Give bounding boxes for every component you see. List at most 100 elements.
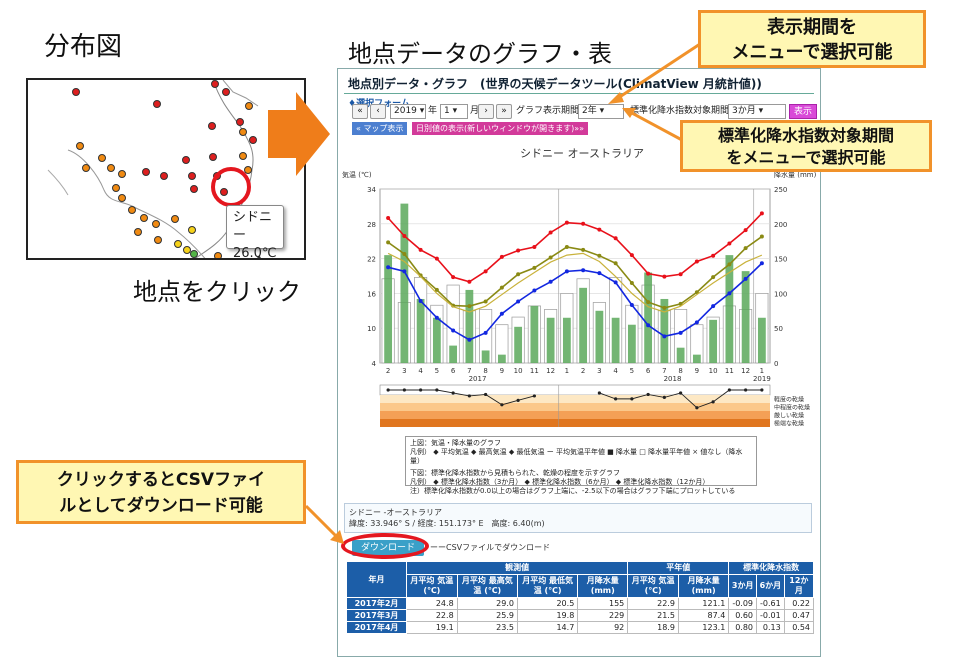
series-point (402, 233, 407, 238)
series-point (646, 300, 651, 305)
series-point (629, 303, 634, 307)
series-point (711, 275, 716, 280)
year-month-header: 年月 (346, 561, 407, 598)
series-point (402, 251, 407, 256)
precip-bar (514, 326, 523, 363)
pointer-hand-icon (257, 256, 261, 258)
left-tick-label: 16 (367, 290, 376, 298)
map-view-button[interactable]: « マップ表示 (352, 122, 408, 135)
x-tick-label: 11 (725, 367, 734, 375)
precip-bar (741, 271, 750, 363)
x-tick-label: 9 (500, 367, 504, 375)
precip-bar (432, 317, 441, 363)
right-axis-label: 降水量 (mm) (774, 170, 817, 179)
series-point (467, 337, 472, 342)
period-callout: 表示期間を メニューで選択可能 (698, 10, 926, 68)
col-header: 月平均 気温 (℃) (406, 574, 458, 598)
period-callout-line2: メニューで選択可能 (731, 42, 893, 63)
precip-bar (692, 354, 701, 363)
x-tick-label: 4 (613, 367, 618, 375)
spi-select[interactable]: 3か月 ▾ (728, 104, 786, 119)
series-point (759, 211, 764, 216)
series-point (727, 262, 732, 267)
x-tick-label: 2 (581, 367, 585, 375)
series-point (646, 271, 651, 276)
series-point (532, 245, 537, 249)
series-point (613, 236, 618, 241)
series-point (581, 247, 586, 252)
station-data-panel: 地点別データ・グラフ (世界の天候データツール(ClimatView 月統計値)… (337, 68, 821, 657)
series-point (548, 279, 553, 284)
series-point (451, 328, 456, 333)
precip-bar (530, 305, 539, 363)
drought-level-label: 極端な乾燥 (774, 419, 804, 427)
year-select-value: 2019 (394, 106, 417, 116)
legend-line-1: 上図：気温・降水量のグラフ (410, 439, 501, 447)
period-select-value: 2年 (582, 106, 597, 116)
csv-callout-line2: ルとしてダウンロード可能 (59, 496, 263, 516)
month-unit: 月 (470, 106, 480, 116)
table-cell: 123.1 (677, 621, 730, 634)
series-point (613, 280, 618, 285)
precip-bar (611, 317, 620, 363)
series-point (483, 269, 488, 274)
show-button[interactable]: 表示 (789, 104, 818, 119)
data-table: 年月 観測値 平年値 標準化降水指数 月平均 気温 (℃) 月平均 最高気温 (… (346, 561, 815, 634)
click-caption: 地点をクリック (133, 278, 301, 306)
download-note: ーーCSVファイルでダウンロード (430, 543, 551, 552)
observed-header: 観測値 (405, 561, 629, 575)
distribution-map[interactable] (26, 78, 306, 260)
table-cell: 23.5 (456, 621, 518, 634)
precip-bar (481, 350, 490, 363)
year-unit: 年 (428, 106, 438, 116)
left-tick-label: 10 (367, 325, 376, 333)
month-select[interactable]: 1 ▾ (440, 104, 468, 119)
series-point (759, 261, 764, 266)
next-year-button[interactable]: » (496, 104, 512, 119)
station-click-highlight (211, 167, 251, 207)
series-point (581, 268, 586, 273)
period-select[interactable]: 2年 ▾ (578, 104, 624, 119)
x-tick-label: 6 (451, 367, 456, 375)
x-tick-label: 4 (418, 367, 423, 375)
left-tick-label: 28 (367, 221, 376, 229)
year-select[interactable]: 2019 ▾ (390, 104, 426, 119)
precip-bar (595, 310, 604, 363)
station-info: シドニー -オーストラリア 緯度: 33.946° S / 経度: 151.17… (344, 503, 812, 533)
series-point (711, 253, 716, 258)
table-cell: 29.0 (456, 597, 518, 610)
legend-line-2: 凡例） ◆ 平均気温 ◆ 最高気温 ◆ 最低気温 ー 平均気温平年値 ■ 降水量… (410, 448, 743, 465)
prev-year-button[interactable]: « (352, 104, 368, 119)
col-header: 月降水量 (mm) (577, 574, 629, 598)
series-point (516, 248, 521, 253)
left-axis-label: 気温 (℃) (342, 170, 372, 179)
prev-month-button[interactable]: ‹ (370, 104, 386, 119)
series-point (629, 280, 634, 285)
series-point (386, 265, 391, 270)
series-point (548, 230, 553, 235)
table-cell: 155 (577, 597, 629, 610)
series-point (483, 299, 488, 304)
table-cell: 22.9 (627, 597, 679, 610)
period-callout-line1: 表示期間を (767, 17, 857, 38)
col-header: 月平均 最高気温 (℃) (456, 574, 518, 598)
precip-bar (579, 287, 588, 363)
series-point (402, 269, 407, 274)
x-tick-label: 10 (514, 367, 523, 375)
daily-values-button[interactable]: 日別値の表示(新しいウィンドウが開きます)»» (412, 122, 589, 135)
precip-bar (757, 317, 766, 363)
x-tick-label: 9 (695, 367, 699, 375)
right-tick-label: 150 (774, 256, 787, 264)
left-tick-label: 22 (367, 256, 376, 264)
precip-bar (709, 319, 718, 363)
series-point (418, 298, 423, 303)
drought-line (388, 389, 535, 406)
series-point (662, 305, 667, 310)
spi-header: 標準化降水指数 (728, 561, 814, 575)
table-row: 2017年3月 22.8 25.9 19.8 229 21.5 87.4 0.60 -0.01 0… (346, 609, 815, 622)
table-cell: 0.22 (783, 597, 815, 610)
right-tick-label: 250 (774, 186, 787, 194)
spi-label: 標準化降水指数対象期間: (630, 106, 733, 116)
col-header: 月降水量 (mm) (677, 574, 730, 598)
next-month-button[interactable]: › (478, 104, 494, 119)
